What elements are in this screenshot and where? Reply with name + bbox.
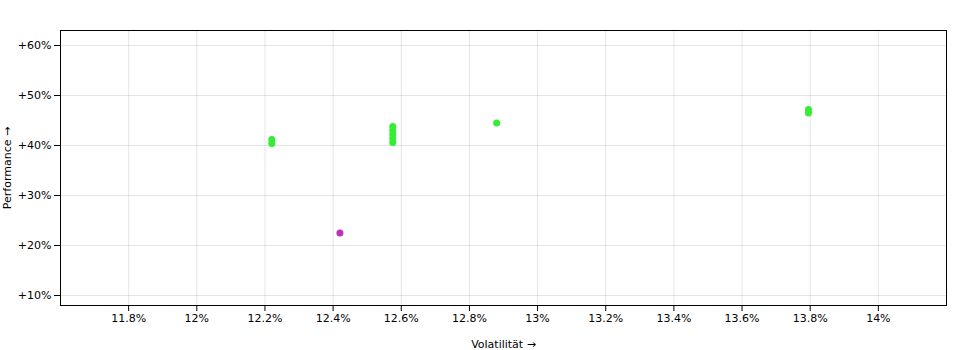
svg-text:12%: 12% [185,312,209,325]
svg-text:12.6%: 12.6% [384,312,419,325]
svg-text:Volatilität →: Volatilität → [471,338,536,350]
svg-text:+50%: +50% [18,89,52,102]
svg-text:11.8%: 11.8% [111,312,146,325]
svg-text:12.8%: 12.8% [452,312,487,325]
svg-text:+10%: +10% [18,289,52,302]
svg-text:+30%: +30% [18,189,52,202]
svg-text:13%: 13% [525,312,549,325]
svg-text:13.2%: 13.2% [588,312,623,325]
svg-text:13.4%: 13.4% [656,312,691,325]
svg-text:14%: 14% [866,312,890,325]
svg-text:+20%: +20% [18,239,52,252]
svg-text:13.8%: 13.8% [793,312,828,325]
svg-text:+60%: +60% [18,39,52,52]
svg-text:13.6%: 13.6% [725,312,760,325]
svg-text:12.4%: 12.4% [316,312,351,325]
svg-text:Performance →: Performance → [1,127,14,209]
svg-text:+40%: +40% [18,139,52,152]
svg-text:12.2%: 12.2% [247,312,282,325]
